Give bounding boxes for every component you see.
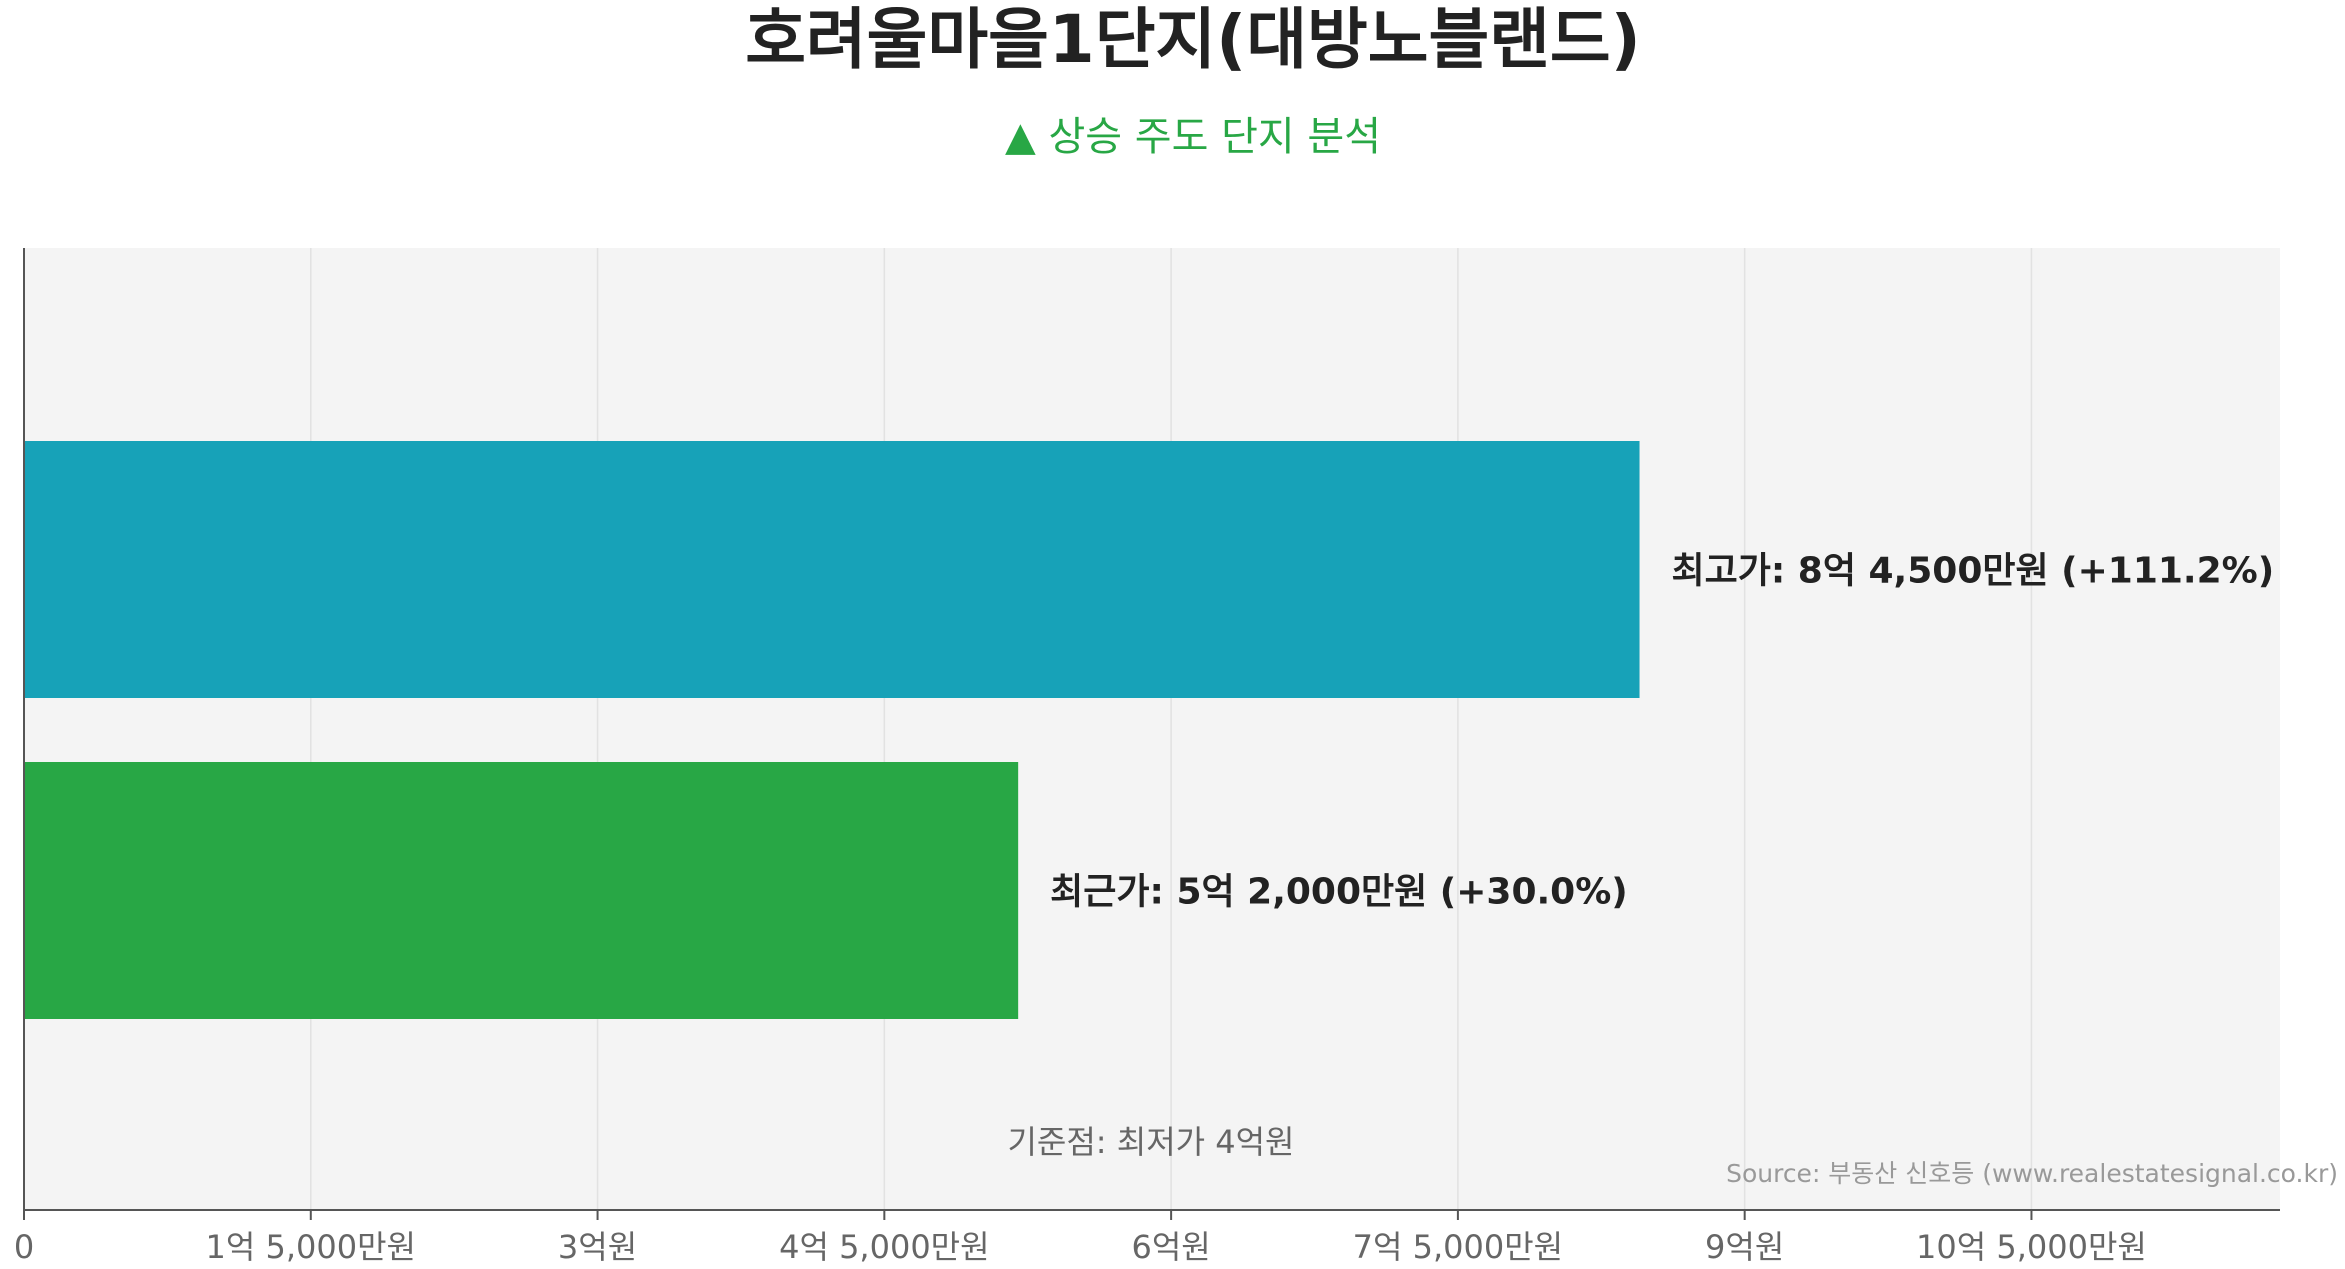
x-tick-label: 4억 5,000만원 bbox=[779, 1228, 989, 1266]
x-tick-label: 7억 5,000만원 bbox=[1353, 1228, 1563, 1266]
x-tick-label: 1억 5,000만원 bbox=[206, 1228, 416, 1266]
bar-labels: 최고가: 8억 4,500만원 (+111.2%) 최근가: 5억 2,000만원… bbox=[1050, 551, 2274, 913]
bar-highest-price bbox=[24, 441, 1640, 698]
source-note: Source: 부동산 신호등 (www.realestatesignal.co… bbox=[1726, 1159, 2338, 1188]
bar-data-label: 최근가: 5억 2,000만원 (+30.0%) bbox=[1050, 872, 1628, 913]
x-tick-label: 9억원 bbox=[1705, 1228, 1784, 1266]
grid-lines bbox=[310, 248, 2033, 1210]
x-tick-label: 0 bbox=[14, 1228, 34, 1266]
x-tick-label: 6억원 bbox=[1131, 1228, 1210, 1266]
x-tick-label: 10억 5,000만원 bbox=[1916, 1228, 2147, 1266]
x-tick-label: 3억원 bbox=[558, 1228, 637, 1266]
bar-data-label: 최고가: 8억 4,500만원 (+111.2%) bbox=[1672, 551, 2275, 592]
plot-area bbox=[24, 248, 2280, 1210]
baseline-note: 기준점: 최저가 4억원 bbox=[1007, 1123, 1294, 1161]
chart-subtitle: ▲ 상승 주도 단지 분석 bbox=[1005, 114, 1381, 160]
bars bbox=[24, 441, 1640, 1019]
bar-recent-price bbox=[24, 762, 1019, 1019]
x-axis-ticks: 0 1억 5,000만원 3억원 4억 5,000만원 6억원 7억 5,000만원 9억원… bbox=[14, 1210, 2147, 1266]
chart-title: 호려울마을1단지(대방노블랜드) bbox=[745, 1, 1641, 78]
